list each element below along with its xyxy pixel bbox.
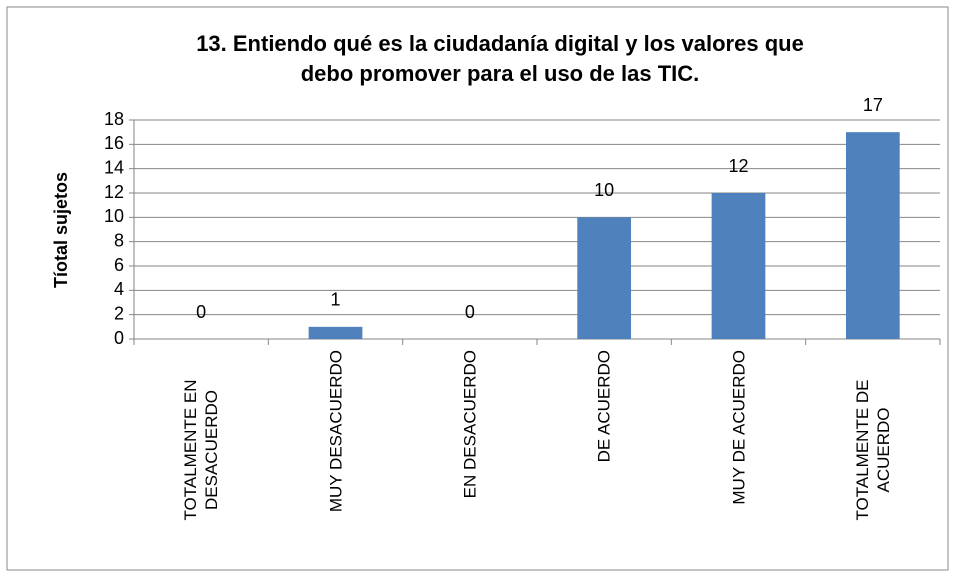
data-label: 10 [594, 180, 614, 200]
bar [308, 326, 363, 339]
bar [845, 132, 900, 339]
x-tick-label: EN DESACUERDO [460, 350, 480, 499]
bar [577, 217, 632, 339]
y-tick-label: 18 [104, 109, 124, 129]
chart-title: debo promover para el uso de las TIC. [301, 61, 700, 86]
data-label: 0 [196, 302, 206, 322]
chart-border [6, 6, 949, 571]
y-tick-label: 6 [114, 255, 124, 275]
data-label: 12 [728, 156, 748, 176]
data-label: 1 [330, 290, 340, 310]
y-tick-label: 2 [114, 303, 124, 323]
y-axis-label: Tíotal sujetos [51, 172, 71, 288]
y-tick-label: 14 [104, 157, 124, 177]
x-tick-label: MUY DE ACUERDO [729, 350, 748, 505]
bar [711, 193, 766, 339]
x-tick-label: DE ACUERDO [594, 350, 614, 463]
y-tick-label: 8 [114, 230, 124, 250]
data-label: 17 [863, 95, 883, 115]
y-tick-label: 4 [114, 279, 124, 299]
y-tick-label: 16 [104, 133, 124, 153]
x-tick-label: TOTALMENTE EN DESACUERDO [181, 379, 222, 521]
x-tick-label: MUY DESACUERDO [326, 350, 345, 513]
x-tick-label: TOTALMENTE DE ACUERDO [852, 379, 893, 521]
data-label: 0 [465, 302, 475, 322]
y-tick-label: 0 [114, 328, 124, 348]
chart-title: 13. Entiendo qué es la ciudadanía digita… [196, 31, 804, 56]
y-tick-label: 10 [104, 206, 124, 226]
y-tick-label: 12 [104, 182, 124, 202]
